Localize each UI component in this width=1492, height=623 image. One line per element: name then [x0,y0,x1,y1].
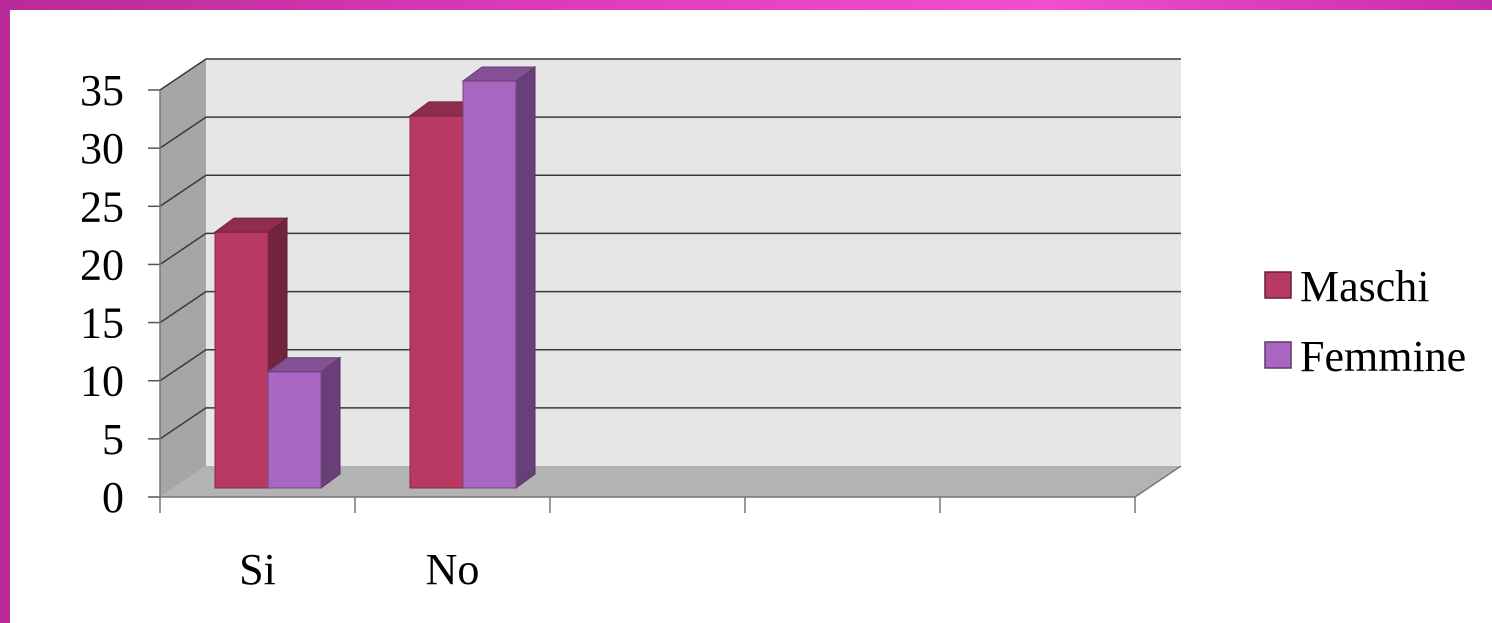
bar-front [215,232,268,488]
bar-front [410,116,463,488]
y-tick-label: 30 [80,124,124,173]
legend-label: Maschi [1300,262,1430,311]
legend-swatch [1265,272,1291,298]
y-tick-label: 10 [80,357,124,406]
bar-front [268,372,321,488]
y-tick-label: 25 [80,182,124,231]
bar-femmine-si [268,358,340,488]
side-wall [160,59,206,497]
y-tick-label: 20 [80,240,124,289]
y-tick-label: 5 [102,415,124,464]
bar-side [321,358,340,488]
bar-femmine-no [463,67,535,488]
legend-label: Femmine [1300,332,1466,381]
category-label: Si [239,545,276,594]
category-label: No [426,545,480,594]
back-wall [206,59,1181,466]
chart-slide: 0 5 10 15 20 25 30 35 Si No Maschi Femmine [10,10,1492,623]
bar-side [516,67,535,488]
legend-swatch [1265,342,1291,368]
y-tick-label: 35 [80,66,124,115]
bar-front [463,81,516,488]
y-tick-label: 15 [80,299,124,348]
y-tick-label: 0 [102,473,124,522]
bar-chart-3d: 0 5 10 15 20 25 30 35 Si No Maschi Femmine [10,10,1492,623]
